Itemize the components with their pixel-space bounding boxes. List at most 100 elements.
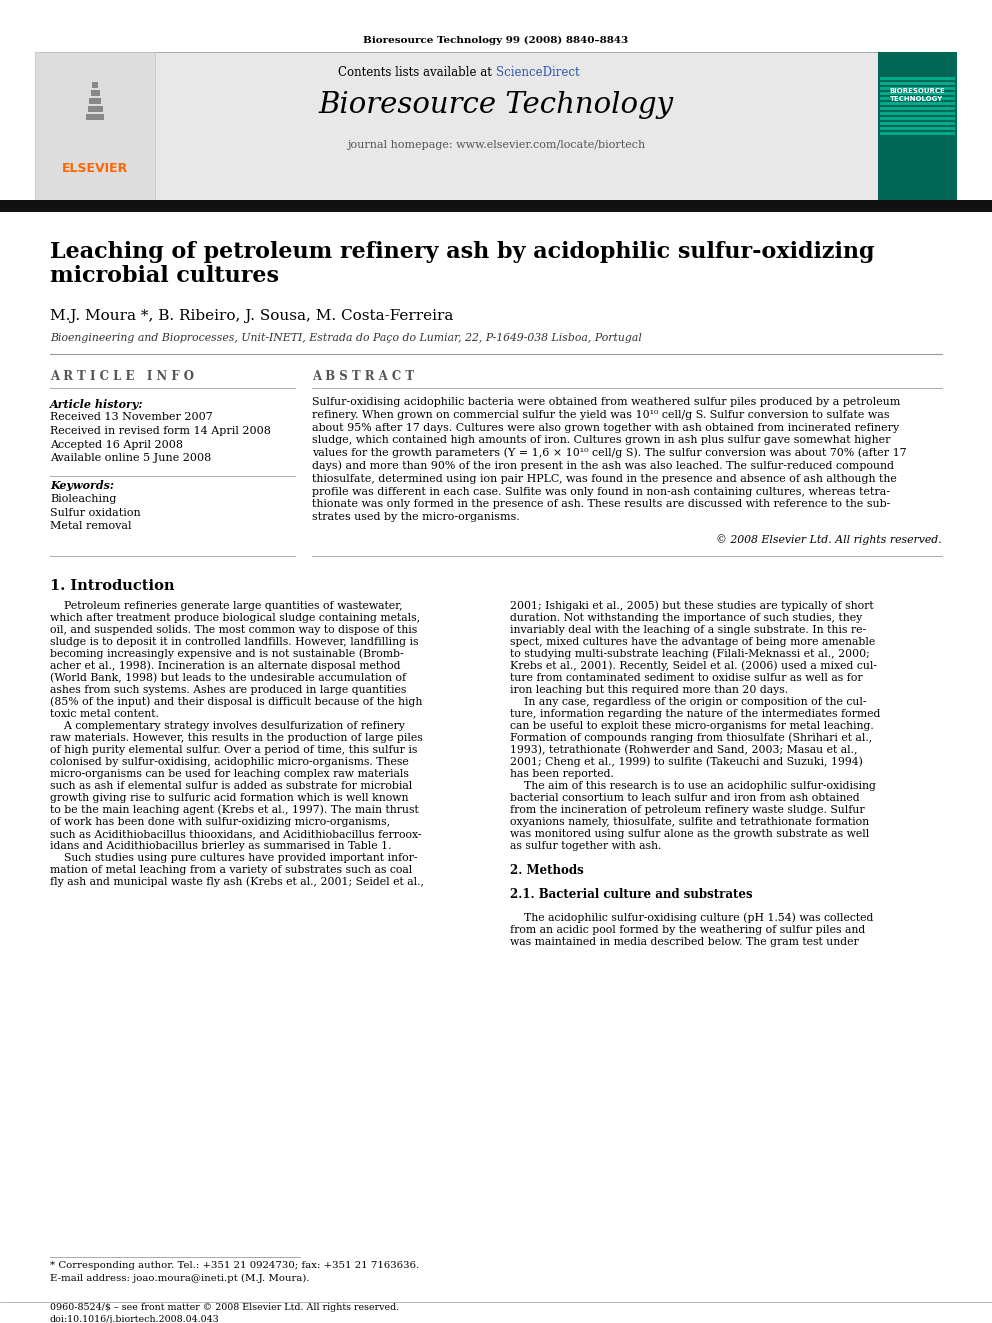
Text: 1993), tetrathionate (Rohwerder and Sand, 2003; Masau et al.,: 1993), tetrathionate (Rohwerder and Sand…	[510, 745, 857, 755]
Text: Krebs et al., 2001). Recently, Seidel et al. (2006) used a mixed cul-: Krebs et al., 2001). Recently, Seidel et…	[510, 660, 877, 671]
Text: Keywords:: Keywords:	[50, 480, 114, 491]
Text: 2001; Ishigaki et al., 2005) but these studies are typically of short: 2001; Ishigaki et al., 2005) but these s…	[510, 601, 874, 611]
Text: (World Bank, 1998) but leads to the undesirable accumulation of: (World Bank, 1998) but leads to the unde…	[50, 673, 406, 683]
Text: values for the growth parameters (Y = 1,6 × 10¹⁰ cell/g S). The sulfur conversio: values for the growth parameters (Y = 1,…	[312, 448, 907, 459]
Text: about 95% after 17 days. Cultures were also grown together with ash obtained fro: about 95% after 17 days. Cultures were a…	[312, 422, 900, 433]
Text: A R T I C L E   I N F O: A R T I C L E I N F O	[50, 369, 194, 382]
Text: Received in revised form 14 April 2008: Received in revised form 14 April 2008	[50, 426, 271, 437]
Text: * Corresponding author. Tel.: +351 21 0924730; fax: +351 21 7163636.: * Corresponding author. Tel.: +351 21 09…	[50, 1261, 420, 1270]
Text: Sulfur-oxidising acidophilic bacteria were obtained from weathered sulfur piles : Sulfur-oxidising acidophilic bacteria we…	[312, 397, 901, 407]
Bar	[880, 127, 955, 130]
Text: E-mail address: joao.moura@ineti.pt (M.J. Moura).: E-mail address: joao.moura@ineti.pt (M.J…	[50, 1274, 310, 1282]
Bar	[880, 116, 955, 120]
Text: can be useful to exploit these micro-organisms for metal leaching.: can be useful to exploit these micro-org…	[510, 721, 874, 732]
Text: Such studies using pure cultures have provided important infor-: Such studies using pure cultures have pr…	[50, 853, 418, 863]
Text: journal homepage: www.elsevier.com/locate/biortech: journal homepage: www.elsevier.com/locat…	[347, 140, 645, 149]
Text: was maintained in media described below. The gram test under: was maintained in media described below.…	[510, 937, 859, 947]
Text: of high purity elemental sulfur. Over a period of time, this sulfur is: of high purity elemental sulfur. Over a …	[50, 745, 418, 755]
Text: 2. Methods: 2. Methods	[510, 864, 583, 877]
Bar	[880, 87, 955, 90]
Text: Bioleaching: Bioleaching	[50, 493, 116, 504]
Text: oil, and suspended solids. The most common way to dispose of this: oil, and suspended solids. The most comm…	[50, 624, 418, 635]
Text: doi:10.1016/j.biortech.2008.04.043: doi:10.1016/j.biortech.2008.04.043	[50, 1315, 220, 1323]
Text: acher et al., 1998). Incineration is an alternate disposal method: acher et al., 1998). Incineration is an …	[50, 660, 401, 671]
Text: colonised by sulfur-oxidising, acidophilic micro-organisms. These: colonised by sulfur-oxidising, acidophil…	[50, 757, 409, 767]
Text: Bioengineering and Bioprocesses, Unit-INETI, Estrada do Paço do Lumiar, 22, P-16: Bioengineering and Bioprocesses, Unit-IN…	[50, 333, 642, 343]
Text: was monitored using sulfur alone as the growth substrate as well: was monitored using sulfur alone as the …	[510, 830, 869, 839]
Text: ture, information regarding the nature of the intermediates formed: ture, information regarding the nature o…	[510, 709, 880, 718]
Text: such as ash if elemental sulfur is added as substrate for microbial: such as ash if elemental sulfur is added…	[50, 781, 413, 791]
Text: sludge, which contained high amounts of iron. Cultures grown in ash plus sulfur : sludge, which contained high amounts of …	[312, 435, 891, 446]
Text: ELSEVIER: ELSEVIER	[62, 161, 128, 175]
Text: sludge is to deposit it in controlled landfills. However, landfilling is: sludge is to deposit it in controlled la…	[50, 636, 419, 647]
Text: 1. Introduction: 1. Introduction	[50, 579, 175, 593]
Bar	[880, 112, 955, 115]
Bar	[880, 132, 955, 135]
Bar	[92, 82, 98, 89]
Text: days) and more than 90% of the iron present in the ash was also leached. The sul: days) and more than 90% of the iron pres…	[312, 460, 894, 471]
Text: has been reported.: has been reported.	[510, 769, 614, 779]
Text: The acidophilic sulfur-oxidising culture (pH 1.54) was collected: The acidophilic sulfur-oxidising culture…	[510, 913, 873, 923]
Text: fly ash and municipal waste fly ash (Krebs et al., 2001; Seidel et al.,: fly ash and municipal waste fly ash (Kre…	[50, 877, 424, 888]
Bar	[880, 102, 955, 105]
Text: thionate was only formed in the presence of ash. These results are discussed wit: thionate was only formed in the presence…	[312, 499, 891, 509]
Text: thiosulfate, determined using ion pair HPLC, was found in the presence and absen: thiosulfate, determined using ion pair H…	[312, 474, 897, 484]
Text: In any case, regardless of the origin or composition of the cul-: In any case, regardless of the origin or…	[510, 697, 866, 706]
Text: of work has been done with sulfur-oxidizing micro-organisms,: of work has been done with sulfur-oxidiz…	[50, 818, 390, 827]
Text: Accepted 16 April 2008: Accepted 16 April 2008	[50, 439, 183, 450]
Bar	[35, 52, 957, 200]
Text: Bioresource Technology 99 (2008) 8840–8843: Bioresource Technology 99 (2008) 8840–88…	[363, 36, 629, 45]
Text: ScienceDirect: ScienceDirect	[496, 66, 579, 78]
Text: to be the main leaching agent (Krebs et al., 1997). The main thrust: to be the main leaching agent (Krebs et …	[50, 804, 419, 815]
Text: which after treatment produce biological sludge containing metals,: which after treatment produce biological…	[50, 613, 421, 623]
Bar	[0, 200, 992, 212]
Bar	[90, 90, 99, 97]
Text: Contents lists available at: Contents lists available at	[338, 66, 496, 78]
Text: becoming increasingly expensive and is not sustainable (Bromb-: becoming increasingly expensive and is n…	[50, 648, 404, 659]
Text: M.J. Moura *, B. Ribeiro, J. Sousa, M. Costa-Ferreira: M.J. Moura *, B. Ribeiro, J. Sousa, M. C…	[50, 310, 453, 323]
Text: from the incineration of petroleum refinery waste sludge. Sulfur: from the incineration of petroleum refin…	[510, 804, 865, 815]
Text: A B S T R A C T: A B S T R A C T	[312, 369, 414, 382]
Text: Leaching of petroleum refinery ash by acidophilic sulfur-oxidizing: Leaching of petroleum refinery ash by ac…	[50, 241, 875, 263]
Text: such as Acidithiobacillus thiooxidans, and Acidithiobacillus ferroox-: such as Acidithiobacillus thiooxidans, a…	[50, 830, 422, 839]
Text: micro-organisms can be used for leaching complex raw materials: micro-organisms can be used for leaching…	[50, 769, 409, 779]
Text: raw materials. However, this results in the production of large piles: raw materials. However, this results in …	[50, 733, 423, 744]
Text: from an acidic pool formed by the weathering of sulfur piles and: from an acidic pool formed by the weathe…	[510, 925, 865, 935]
Text: spect, mixed cultures have the advantage of being more amenable: spect, mixed cultures have the advantage…	[510, 636, 875, 647]
Text: 0960-8524/$ – see front matter © 2008 Elsevier Ltd. All rights reserved.: 0960-8524/$ – see front matter © 2008 El…	[50, 1303, 399, 1312]
Text: growth giving rise to sulfuric acid formation which is well known: growth giving rise to sulfuric acid form…	[50, 792, 409, 803]
Text: The aim of this research is to use an acidophilic sulfur-oxidising: The aim of this research is to use an ac…	[510, 781, 876, 791]
Text: Article history:: Article history:	[50, 398, 144, 410]
Text: Bioresource Technology: Bioresource Technology	[318, 91, 674, 119]
Text: 2001; Cheng et al., 1999) to sulfite (Takeuchi and Suzuki, 1994): 2001; Cheng et al., 1999) to sulfite (Ta…	[510, 757, 863, 767]
Text: invariably deal with the leaching of a single substrate. In this re-: invariably deal with the leaching of a s…	[510, 624, 866, 635]
Text: Petroleum refineries generate large quantities of wastewater,: Petroleum refineries generate large quan…	[50, 601, 403, 611]
Text: ture from contaminated sediment to oxidise sulfur as well as for: ture from contaminated sediment to oxidi…	[510, 673, 863, 683]
Text: ashes from such systems. Ashes are produced in large quantities: ashes from such systems. Ashes are produ…	[50, 685, 407, 695]
Text: iron leaching but this required more than 20 days.: iron leaching but this required more tha…	[510, 685, 788, 695]
Text: oxyanions namely, thiosulfate, sulfite and tetrathionate formation: oxyanions namely, thiosulfate, sulfite a…	[510, 818, 869, 827]
Bar	[87, 106, 102, 112]
Bar	[880, 93, 955, 95]
Text: to studying multi-substrate leaching (Filali-Meknassi et al., 2000;: to studying multi-substrate leaching (Fi…	[510, 648, 870, 659]
Text: as sulfur together with ash.: as sulfur together with ash.	[510, 841, 662, 851]
Bar	[878, 52, 957, 200]
Text: profile was different in each case. Sulfite was only found in non-ash containing: profile was different in each case. Sulf…	[312, 487, 890, 496]
Bar	[880, 97, 955, 101]
Text: (85% of the input) and their disposal is difficult because of the high: (85% of the input) and their disposal is…	[50, 697, 423, 708]
Bar	[880, 77, 955, 79]
Text: mation of metal leaching from a variety of substrates such as coal: mation of metal leaching from a variety …	[50, 865, 413, 875]
Text: Available online 5 June 2008: Available online 5 June 2008	[50, 452, 211, 463]
Text: © 2008 Elsevier Ltd. All rights reserved.: © 2008 Elsevier Ltd. All rights reserved…	[716, 534, 942, 545]
Bar	[86, 114, 104, 120]
Bar	[89, 98, 101, 105]
Bar	[35, 52, 155, 200]
Text: strates used by the micro-organisms.: strates used by the micro-organisms.	[312, 512, 520, 523]
Text: 2.1. Bacterial culture and substrates: 2.1. Bacterial culture and substrates	[510, 888, 753, 901]
Text: microbial cultures: microbial cultures	[50, 265, 279, 287]
Text: Formation of compounds ranging from thiosulfate (Shrihari et al.,: Formation of compounds ranging from thio…	[510, 733, 872, 744]
Text: duration. Not withstanding the importance of such studies, they: duration. Not withstanding the importanc…	[510, 613, 862, 623]
Bar	[880, 82, 955, 85]
Bar	[880, 122, 955, 124]
Text: A complementary strategy involves desulfurization of refinery: A complementary strategy involves desulf…	[50, 721, 405, 732]
